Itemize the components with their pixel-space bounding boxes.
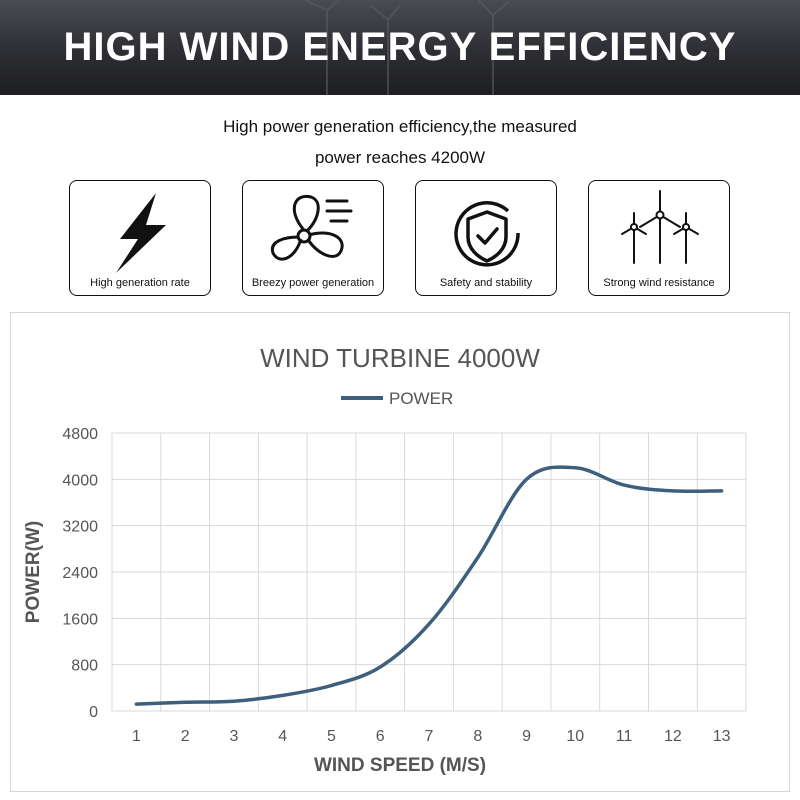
x-tick-label: 6 <box>376 728 385 745</box>
y-tick-label: 4800 <box>62 426 98 443</box>
lightning-bolt-icon <box>116 193 166 273</box>
x-tick-label: 11 <box>616 728 633 745</box>
feature-card-breezy-generation: Breezy power generation <box>242 180 384 296</box>
y-tick-label: 0 <box>89 704 98 721</box>
chart-panel: WIND TURBINE 4000W POWER 0 800 1600 2400 3200 4… <box>10 312 790 792</box>
chart-title: WIND TURBINE 4000W <box>260 343 540 373</box>
feature-label: Breezy power generation <box>251 277 375 289</box>
subtitle-line-2: power reaches 4200W <box>314 148 486 167</box>
wind-turbine-silhouette-icon <box>304 0 509 95</box>
header-banner: HIGH WIND ENERGY EFFICIENCY <box>0 0 800 95</box>
y-tick-label: 4000 <box>62 472 98 489</box>
feature-label: Strong wind resistance <box>603 277 715 289</box>
wind-turbines-icon <box>621 190 699 264</box>
power-curve-chart: WIND TURBINE 4000W POWER 0 800 1600 2400 3200 4… <box>23 343 747 776</box>
page-title: HIGH WIND ENERGY EFFICIENCY <box>63 25 737 69</box>
x-tick-label: 4 <box>278 728 287 745</box>
y-tick-label: 800 <box>71 658 98 675</box>
feature-card-generation-rate: High generation rate <box>69 180 211 296</box>
feature-label: High generation rate <box>90 277 190 289</box>
y-axis-label: POWER(W) <box>23 521 44 623</box>
feature-card-wind-resistance: Strong wind resistance <box>588 180 730 296</box>
x-tick-label: 12 <box>664 728 682 745</box>
feature-label: Safety and stability <box>439 277 533 289</box>
x-tick-label: 5 <box>327 728 336 745</box>
fan-breeze-icon <box>270 194 353 261</box>
x-tick-label: 13 <box>713 728 731 745</box>
x-axis-label: WIND SPEED (M/S) <box>314 755 486 776</box>
y-tick-label: 2400 <box>62 565 98 582</box>
x-tick-label: 8 <box>473 728 482 745</box>
x-tick-label: 10 <box>566 728 584 745</box>
y-tick-label: 1600 <box>62 611 98 628</box>
legend-label: POWER <box>389 389 453 408</box>
series-line-power <box>134 465 724 706</box>
shield-check-icon <box>454 201 520 267</box>
x-tick-label: 3 <box>229 728 238 745</box>
x-tick-label: 9 <box>522 728 531 745</box>
x-tick-label: 7 <box>425 728 434 745</box>
feature-card-safety: Safety and stability <box>415 180 557 296</box>
x-tick-label: 1 <box>132 728 141 745</box>
y-tick-label: 3200 <box>62 519 98 536</box>
x-tick-label: 2 <box>181 728 190 745</box>
subtitle-line-1: High power generation efficiency,the mea… <box>223 117 577 136</box>
